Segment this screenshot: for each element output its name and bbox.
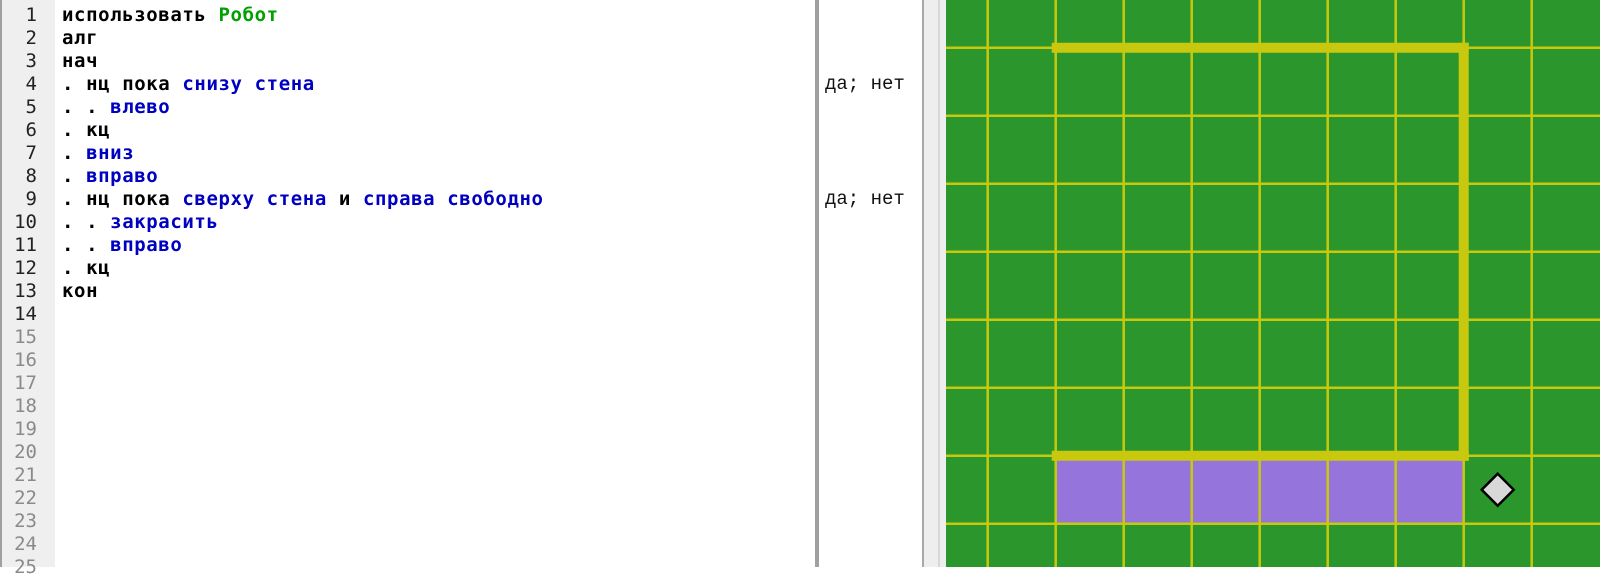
keyword-token: . кц (62, 257, 111, 279)
margin-note: да; нет (825, 73, 905, 95)
painted-cell (1055, 455, 1124, 524)
keyword-token: . . (62, 234, 111, 256)
code-line[interactable]: . нц пока сверху стена и справа свободно (62, 188, 544, 211)
line-number: 20 (14, 441, 37, 463)
line-number: 10 (14, 211, 37, 233)
painted-cell (1395, 455, 1464, 524)
line-number: 18 (14, 395, 37, 417)
margin-output-column: да; нет да; нет (819, 0, 922, 567)
line-number: 5 (25, 96, 37, 118)
line-number: 17 (14, 372, 37, 394)
line-number: 11 (14, 234, 37, 256)
margin-note: да; нет (825, 188, 905, 210)
code-line[interactable]: алг (62, 27, 98, 50)
line-number: 2 (25, 27, 37, 49)
line-number: 25 (14, 556, 37, 578)
line-number: 22 (14, 487, 37, 509)
keyword-token: . (62, 165, 87, 187)
command-token: вправо (110, 234, 183, 256)
code-editor[interactable]: использовать Робот алг нач. нц пока снизу … (62, 0, 812, 567)
line-number: 7 (25, 142, 37, 164)
line-number: 1 (25, 4, 37, 26)
code-line[interactable]: нач (62, 50, 98, 73)
line-number: 24 (14, 533, 37, 555)
code-line[interactable]: . вправо (62, 165, 158, 188)
code-line[interactable]: . кц (62, 257, 110, 280)
line-number: 15 (14, 326, 37, 348)
keyword-token: . . (62, 211, 111, 233)
keyword-token: . (62, 142, 87, 164)
line-number-gutter: 1 2 3 4 5 6 7 8 9 10 11 12 13 14 15 16 17 18 19 20 21 22 23 24 2… (0, 0, 55, 578)
line-number: 13 (14, 280, 37, 302)
keyword-token: нач (62, 50, 99, 72)
line-number: 23 (14, 510, 37, 532)
line-number: 12 (14, 257, 37, 279)
command-token: влево (110, 96, 171, 118)
command-token: закрасить (110, 211, 219, 233)
robot-icon (1479, 471, 1516, 508)
keyword-token: использовать (62, 4, 219, 26)
panel-splitter[interactable] (924, 0, 946, 567)
code-line[interactable]: кон (62, 280, 98, 303)
line-number: 3 (25, 50, 37, 72)
painted-cell (1259, 455, 1328, 524)
code-line[interactable]: . . влево (62, 96, 170, 119)
painted-cell (1191, 455, 1260, 524)
line-number: 9 (25, 188, 37, 210)
keyword-token: и (326, 188, 363, 210)
code-line[interactable]: . . закрасить (62, 211, 219, 234)
line-number: 4 (25, 73, 37, 95)
code-line[interactable]: . . вправо (62, 234, 182, 257)
code-line[interactable]: использовать Робот (62, 4, 279, 27)
line-number: 21 (14, 464, 37, 486)
code-line[interactable]: . нц пока снизу стена (62, 73, 315, 96)
command-token: снизу стена (182, 73, 315, 95)
painted-cell (1123, 455, 1192, 524)
command-token: сверху стена (182, 188, 327, 210)
keyword-token: . нц пока (62, 73, 183, 95)
keyword-token: . . (62, 96, 111, 118)
library-token: Робот (218, 4, 279, 26)
command-token: справа свободно (362, 188, 544, 210)
line-number: 6 (25, 119, 37, 141)
robot-field (946, 0, 1600, 567)
editor-margin-divider[interactable] (815, 0, 819, 567)
panel-border (922, 0, 924, 567)
code-line[interactable]: . кц (62, 119, 110, 142)
keyword-token: . кц (62, 119, 111, 141)
line-number: 8 (25, 165, 37, 187)
command-token: вправо (86, 165, 159, 187)
keyword-token: . нц пока (62, 188, 183, 210)
command-token: вниз (86, 142, 135, 164)
splitter-line (938, 0, 940, 567)
code-line[interactable]: . вниз (62, 142, 134, 165)
painted-cell (1327, 455, 1396, 524)
line-number: 14 (14, 303, 37, 325)
keyword-token: алг (62, 27, 99, 49)
line-number: 19 (14, 418, 37, 440)
line-number: 16 (14, 349, 37, 371)
keyword-token: кон (62, 280, 99, 302)
